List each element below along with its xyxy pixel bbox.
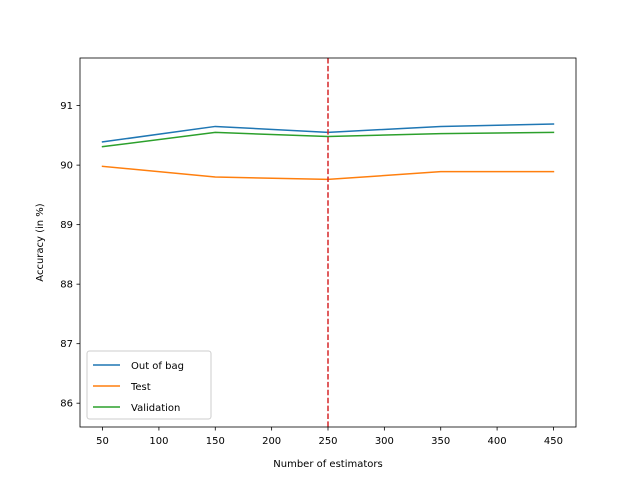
legend-label: Out of bag <box>131 361 184 372</box>
x-tick-label: 450 <box>544 436 563 447</box>
y-tick-label: 87 <box>60 339 73 350</box>
x-tick-label: 300 <box>375 436 394 447</box>
legend-box <box>86 350 212 420</box>
y-tick-label: 89 <box>60 220 73 231</box>
x-tick-label: 400 <box>488 436 507 447</box>
y-axis: 86 87 88 89 90 91 <box>60 101 80 410</box>
x-axis-label: Number of estimators <box>273 459 382 470</box>
x-axis: 50 100 150 200 250 300 350 400 450 <box>96 427 563 447</box>
series-line-validation <box>101 131 555 148</box>
x-tick-label: 200 <box>262 436 281 447</box>
legend-label: Test <box>130 382 151 393</box>
x-tick-label: 150 <box>206 436 225 447</box>
y-tick-label: 88 <box>60 280 73 291</box>
y-tick-label: 91 <box>60 101 73 112</box>
x-tick-label: 100 <box>149 436 168 447</box>
y-tick-label: 86 <box>60 399 73 410</box>
legend-label: Validation <box>131 403 180 414</box>
legend: Out of bag Test Validation <box>86 350 212 420</box>
y-axis-label: Accuracy (in %) <box>35 203 46 282</box>
x-tick-label: 50 <box>96 436 109 447</box>
x-tick-label: 250 <box>318 436 337 447</box>
x-tick-label: 350 <box>431 436 450 447</box>
y-tick-label: 90 <box>60 161 73 172</box>
